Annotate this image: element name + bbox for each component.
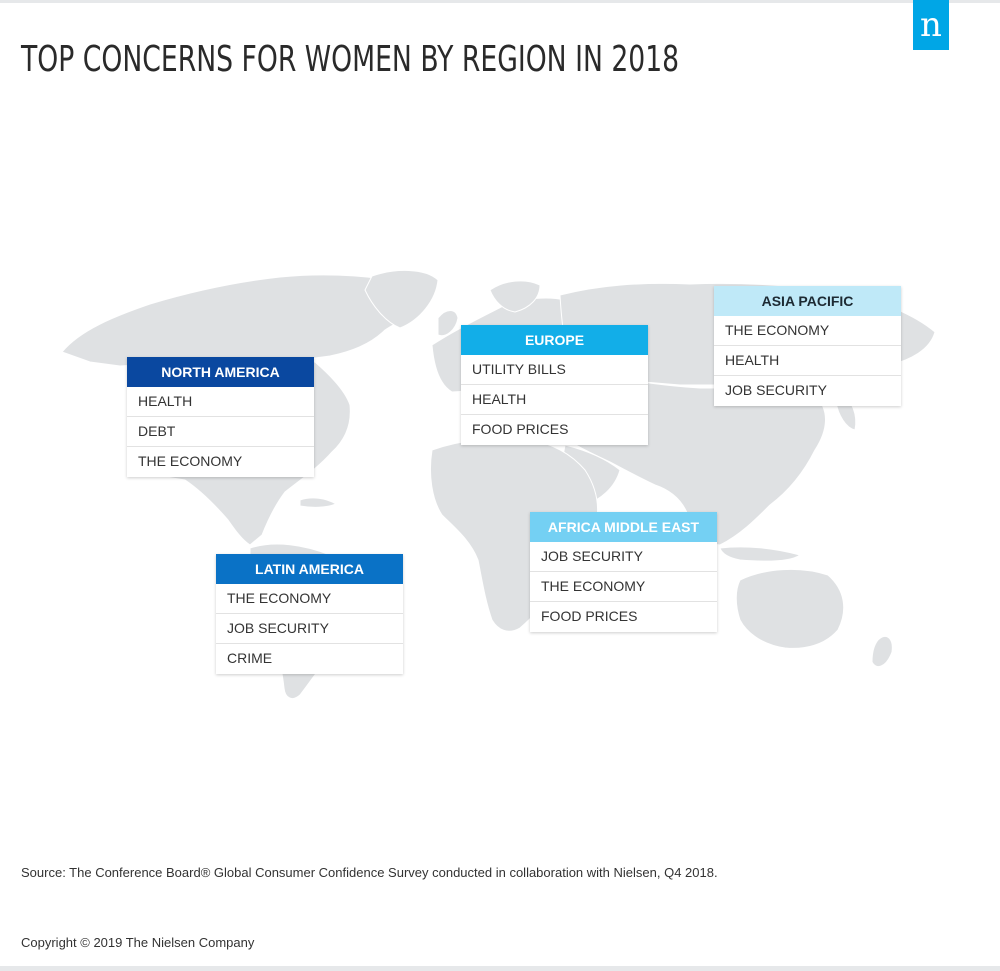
concern-item: FOOD PRICES — [541, 608, 638, 624]
region-latin-america: LATIN AMERICA THE ECONOMY JOB SECURITY C… — [216, 554, 403, 674]
page-title: TOP CONCERNS FOR WOMEN BY REGION IN 2018 — [21, 39, 680, 80]
region-header: ASIA PACIFIC — [714, 286, 901, 316]
concern-item: HEALTH — [714, 346, 901, 376]
concern-item: CRIME — [227, 650, 273, 666]
top-rule — [0, 0, 1000, 3]
concern-item: UTILITY BILLS — [461, 355, 648, 385]
nielsen-logo: n — [913, 0, 949, 50]
concern-item: THE ECONOMY — [530, 572, 717, 602]
concern-item: JOB SECURITY — [725, 382, 827, 398]
concern-item: JOB SECURITY — [216, 614, 403, 644]
copyright-note: Copyright © 2019 The Nielsen Company — [21, 935, 255, 950]
region-header: AFRICA MIDDLE EAST — [530, 512, 717, 542]
land-north-america-north — [61, 274, 433, 367]
land-new-zealand — [871, 636, 893, 668]
land-scandinavia — [489, 280, 541, 313]
concern-item: HEALTH — [461, 385, 648, 415]
concern-item: JOB SECURITY — [530, 542, 717, 572]
concern-item: FOOD PRICES — [472, 421, 569, 437]
region-africa-middle-east: AFRICA MIDDLE EAST JOB SECURITY THE ECON… — [530, 512, 717, 632]
bottom-rule — [0, 966, 1000, 971]
concern-item: THE ECONOMY — [138, 453, 243, 469]
concern-item: THE ECONOMY — [216, 584, 403, 614]
land-indonesia — [719, 546, 802, 562]
region-asia-pacific: ASIA PACIFIC THE ECONOMY HEALTH JOB SECU… — [714, 286, 901, 406]
region-header: NORTH AMERICA — [127, 357, 314, 387]
land-uk — [437, 310, 459, 337]
region-north-america: NORTH AMERICA HEALTH DEBT THE ECONOMY — [127, 357, 314, 477]
land-greenland — [364, 269, 439, 329]
concern-item: DEBT — [127, 417, 314, 447]
region-header: LATIN AMERICA — [216, 554, 403, 584]
land-australia — [735, 568, 845, 649]
region-europe: EUROPE UTILITY BILLS HEALTH FOOD PRICES — [461, 325, 648, 445]
land-caribbean — [299, 497, 338, 508]
concern-item: THE ECONOMY — [714, 316, 901, 346]
region-header: EUROPE — [461, 325, 648, 355]
source-note: Source: The Conference Board® Global Con… — [21, 865, 718, 880]
concern-item: HEALTH — [127, 387, 314, 417]
